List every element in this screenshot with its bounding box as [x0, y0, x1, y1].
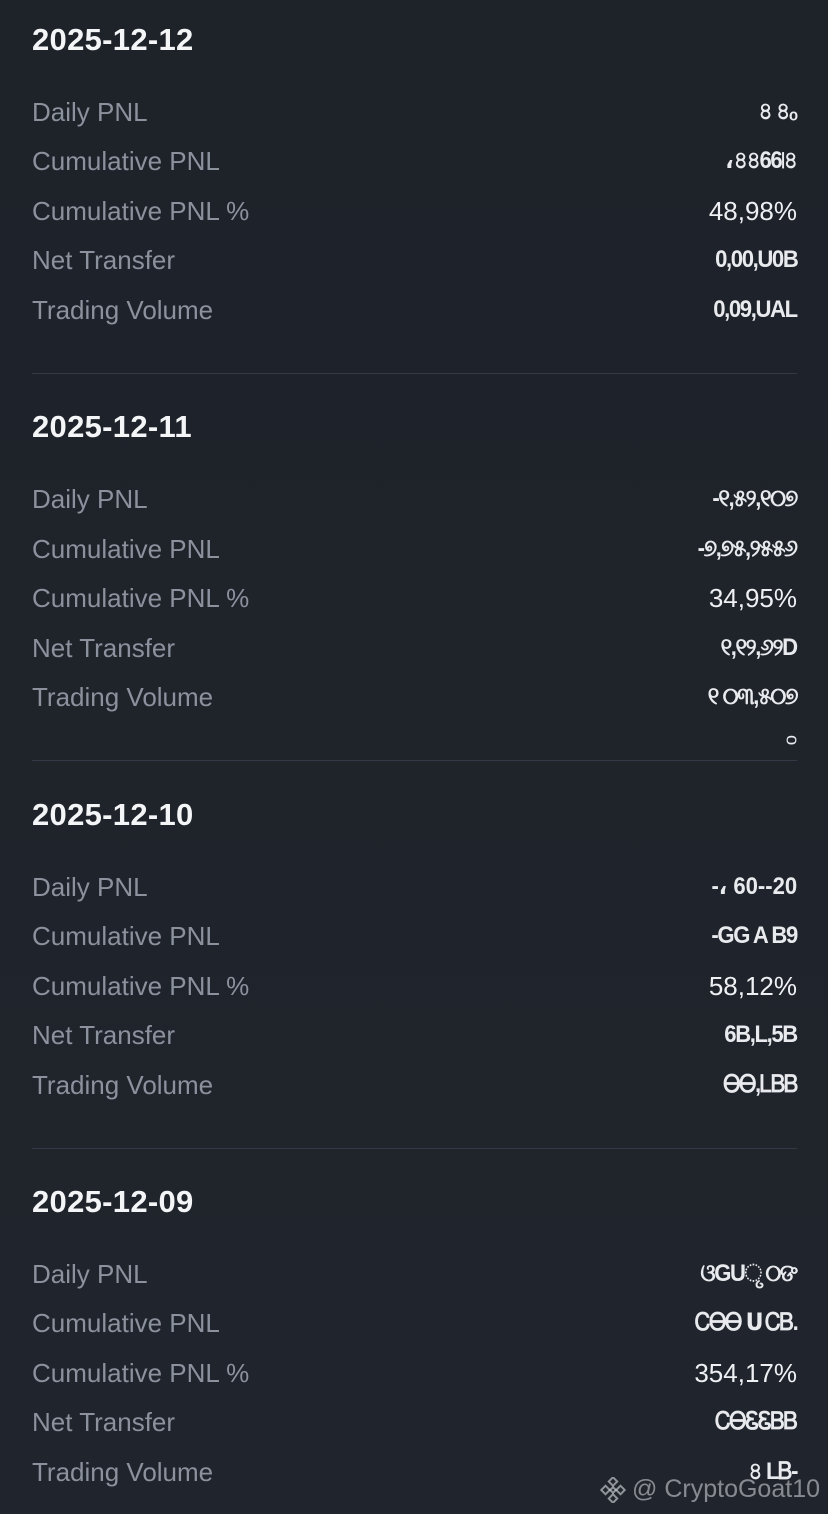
cumulative-pnl-percent-value: 58,12%: [708, 971, 797, 1001]
cumulative-pnl-percent-label: Cumulative PNL %: [32, 196, 250, 226]
daily-pnl-value: -୧,୫୨,୧୦୭: [712, 485, 799, 512]
cumulative-pnl-percent-label: Cumulative PNL %: [32, 1358, 250, 1388]
daily-pnl-value: ৪ ৪ₒ: [758, 98, 799, 125]
cumulative-pnl-percent-row: Cumulative PNL % 34,95%: [32, 578, 797, 618]
section-divider: [32, 373, 797, 374]
net-transfer-value: 0,00,U0B: [714, 246, 799, 273]
day-date: 2025-12-09: [32, 1184, 194, 1219]
cumulative-pnl-percent-value: 354,17%: [694, 1358, 797, 1388]
net-transfer-row: Net Transfer ᏟᎾᏋᏋᏴᏴ: [32, 1402, 799, 1442]
daily-pnl-value: -، 60--20: [711, 873, 798, 900]
daily-pnl-row: Daily PNL -୧,୫୨,୧୦୭: [32, 479, 799, 519]
cumulative-pnl-label: Cumulative PNL: [32, 534, 220, 564]
cumulative-pnl-percent-value: 48,98%: [708, 196, 797, 226]
daily-pnl-row: Daily PNL -، 60--20: [32, 867, 798, 907]
daily-pnl-label: Daily PNL: [32, 872, 148, 902]
trading-volume-row: Trading Volume ৪ LᏴ-: [32, 1452, 798, 1492]
daily-pnl-value: ଓGUୃ ୦ଙ: [700, 1260, 798, 1287]
trading-volume-label: Trading Volume: [32, 682, 214, 712]
trading-volume-row: Trading Volume ᎾᎾ,ᏞᏴᏴ: [32, 1065, 798, 1105]
day-date: 2025-12-12: [32, 22, 194, 57]
cumulative-pnl-percent-label: Cumulative PNL %: [32, 971, 250, 1001]
daily-pnl-label: Daily PNL: [32, 97, 148, 127]
trading-volume-value: ৪ LᏴ-: [748, 1458, 798, 1485]
cumulative-pnl-row: Cumulative PNL ᏟᎾᎾ Ս ᏟᏴ.: [32, 1303, 799, 1343]
trading-volume-row: Trading Volume ୧ ୦୩,୫୦୭: [32, 677, 799, 717]
cumulative-pnl-percent-label: Cumulative PNL %: [32, 583, 250, 613]
net-transfer-value: 6B,L,5B: [724, 1021, 798, 1048]
watermark: @ CryptoGoat10: [600, 1475, 820, 1504]
section-divider: [32, 760, 797, 761]
daily-pnl-row: Daily PNL ৪ ৪ₒ: [32, 92, 799, 132]
cumulative-pnl-value: ᏟᎾᎾ Ս ᏟᏴ.: [694, 1309, 799, 1336]
cumulative-pnl-row: Cumulative PNL -୭,୭୫,୨୫୫୬: [32, 529, 798, 569]
watermark-text: @ CryptoGoat10: [632, 1475, 820, 1503]
trading-volume-value: ᎾᎾ,ᏞᏴᏴ: [723, 1071, 798, 1098]
section-divider: [32, 1148, 797, 1149]
day-date: 2025-12-11: [32, 409, 192, 444]
net-transfer-row: Net Transfer ୧,୧୨,୬୨D: [32, 628, 798, 668]
cumulative-pnl-label: Cumulative PNL: [32, 921, 220, 951]
trading-volume-value: 0,09,UAL: [713, 296, 799, 323]
binance-diamond-icon: [600, 1476, 627, 1503]
net-transfer-row: Net Transfer 6B,L,5B: [32, 1015, 798, 1055]
day-section: 2025-12-10 Daily PNL -، 60--20 Cumulativ…: [32, 795, 799, 1115]
net-transfer-label: Net Transfer: [32, 1407, 176, 1437]
net-transfer-label: Net Transfer: [32, 1020, 176, 1050]
day-section: 2025-12-12 Daily PNL ৪ ৪ₒ Cumulative PNL…: [32, 20, 799, 340]
cumulative-pnl-value: -GG A B9: [711, 922, 799, 949]
cumulative-pnl-percent-row: Cumulative PNL % 58,12%: [32, 966, 797, 1006]
day-date: 2025-12-10: [32, 797, 194, 832]
net-transfer-value: ᏟᎾᏋᏋᏴᏴ: [715, 1408, 799, 1435]
net-transfer-label: Net Transfer: [32, 633, 176, 663]
net-transfer-value: ୧,୧୨,୬୨D: [720, 634, 798, 661]
net-transfer-label: Net Transfer: [32, 245, 176, 275]
trading-volume-label: Trading Volume: [32, 295, 214, 325]
cumulative-pnl-percent-value: 34,95%: [708, 583, 797, 613]
daily-pnl-row: Daily PNL ଓGUୃ ୦ଙ: [32, 1254, 798, 1294]
cumulative-pnl-row: Cumulative PNL ،৪৪66৷৪: [32, 141, 799, 181]
trading-volume-label: Trading Volume: [32, 1457, 214, 1487]
cumulative-pnl-value: -୭,୭୫,୨୫୫୬: [697, 535, 798, 562]
cumulative-pnl-label: Cumulative PNL: [32, 1308, 220, 1338]
cumulative-pnl-value: ،৪৪66৷৪: [725, 147, 799, 174]
day-section: 2025-12-09 Daily PNL ଓGUୃ ୦ଙ Cumulative …: [32, 1182, 799, 1502]
cumulative-pnl-label: Cumulative PNL: [32, 146, 220, 176]
daily-pnl-label: Daily PNL: [32, 1259, 148, 1289]
cumulative-pnl-percent-row: Cumulative PNL % 48,98%: [32, 191, 797, 231]
net-transfer-row: Net Transfer 0,00,U0B: [32, 240, 799, 280]
trading-volume-row: Trading Volume 0,09,UAL: [32, 290, 799, 330]
cumulative-pnl-percent-row: Cumulative PNL % 354,17%: [32, 1353, 797, 1393]
trading-volume-value: ୧ ୦୩,୫୦୭: [707, 683, 799, 710]
overflow-glyph: ᴑ: [786, 729, 797, 749]
cumulative-pnl-row: Cumulative PNL -GG A B9: [32, 916, 799, 956]
trading-volume-label: Trading Volume: [32, 1070, 214, 1100]
day-section: 2025-12-11 Daily PNL -୧,୫୨,୧୦୭ Cumulativ…: [32, 407, 799, 752]
daily-pnl-label: Daily PNL: [32, 484, 148, 514]
